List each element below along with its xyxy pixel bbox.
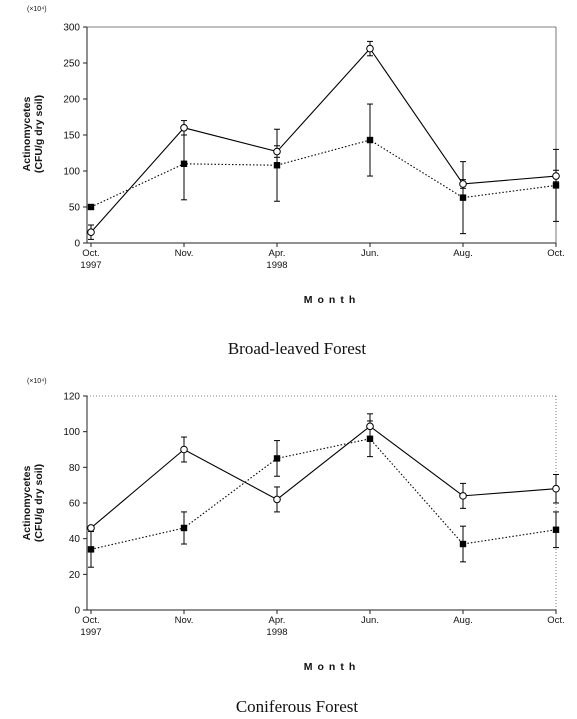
series-1-line — [90, 425, 557, 529]
series-2-point — [87, 546, 95, 553]
x-tick-label: Jun. — [361, 248, 379, 259]
x-axis-title: Month — [304, 294, 361, 306]
x-tick-label: Aug. — [453, 615, 473, 626]
series-1-point — [552, 484, 560, 493]
series-2-point — [459, 540, 467, 548]
series-1-point — [366, 44, 374, 53]
series-2-point — [366, 435, 374, 442]
y-tick-label: 40 — [69, 534, 81, 545]
y-axis-unit: (CFU/g dry soil) — [33, 464, 45, 542]
y-axis-title: Actinomycetes — [21, 96, 33, 171]
y-tick-label: 250 — [63, 59, 80, 70]
series-1-point — [552, 172, 560, 180]
series-2-point — [273, 455, 281, 462]
series-1-point — [459, 492, 467, 500]
y-tick-label: 120 — [63, 392, 80, 403]
y-tick-label: 50 — [69, 203, 81, 214]
series-2-point — [366, 136, 374, 144]
series-1-line — [90, 47, 557, 233]
chart-caption: Coniferous Forest — [236, 697, 359, 716]
x-tick-label: Apr. — [269, 248, 286, 259]
series-2-line — [90, 139, 557, 208]
x-tick-year-label: 1998 — [266, 260, 287, 271]
x-tick-year-label: 1997 — [80, 627, 101, 638]
x-tick-year-label: 1997 — [80, 260, 101, 271]
y-tick-label: 300 — [63, 23, 80, 34]
y-tick-label: 100 — [63, 427, 80, 438]
series-1-point — [273, 495, 281, 504]
series-2-point — [273, 162, 281, 169]
series-1-point — [273, 147, 281, 156]
chart-caption: Broad-leaved Forest — [228, 339, 367, 358]
y-axis-unit: (CFU/g dry soil) — [33, 95, 45, 173]
x-tick-label: Apr. — [269, 615, 286, 626]
series-1-point — [87, 524, 95, 532]
y-multiplier-label: (×10⁴) — [27, 378, 47, 385]
y-multiplier-label: (×10⁴) — [27, 6, 47, 13]
x-tick-label: Jun. — [361, 615, 379, 626]
series-1-point — [87, 228, 95, 236]
y-tick-label: 200 — [63, 95, 80, 106]
x-tick-label: Oct. — [82, 615, 99, 626]
x-tick-label: Oct. — [82, 248, 99, 259]
series-2-point — [552, 526, 560, 533]
y-tick-label: 20 — [69, 570, 81, 581]
chart-broad-leaved-forest: (×10⁴) Actinomycetes (CFU/g dry soil) Mo… — [21, 6, 565, 358]
series-1-point — [459, 180, 467, 188]
series-2-point — [180, 160, 188, 167]
x-axis-title: Month — [304, 661, 361, 673]
y-tick-label: 0 — [74, 606, 80, 617]
y-tick-label: 80 — [69, 463, 81, 474]
series-2-point — [87, 203, 95, 211]
series-2-point — [459, 194, 467, 201]
chart-coniferous-forest: (×10⁴) Actinomycetes (CFU/g dry soil) Mo… — [21, 378, 565, 716]
y-tick-label: 150 — [63, 131, 80, 142]
x-tick-label: Oct. — [547, 248, 564, 259]
series-1-point — [180, 445, 188, 454]
y-axis-title: Actinomycetes — [21, 465, 33, 540]
series-2-point — [552, 182, 560, 189]
x-tick-label: Aug. — [453, 248, 473, 259]
series-2-point — [180, 524, 188, 532]
x-tick-label: Nov. — [175, 248, 194, 259]
series-1-point — [366, 422, 374, 431]
y-tick-label: 100 — [63, 167, 80, 178]
y-tick-label: 60 — [69, 499, 81, 510]
x-tick-year-label: 1998 — [266, 627, 287, 638]
series-2-line — [90, 438, 557, 550]
x-tick-label: Nov. — [175, 615, 194, 626]
y-tick-label: 0 — [74, 239, 80, 250]
x-tick-label: Oct. — [547, 615, 564, 626]
series-1-point — [180, 124, 188, 132]
